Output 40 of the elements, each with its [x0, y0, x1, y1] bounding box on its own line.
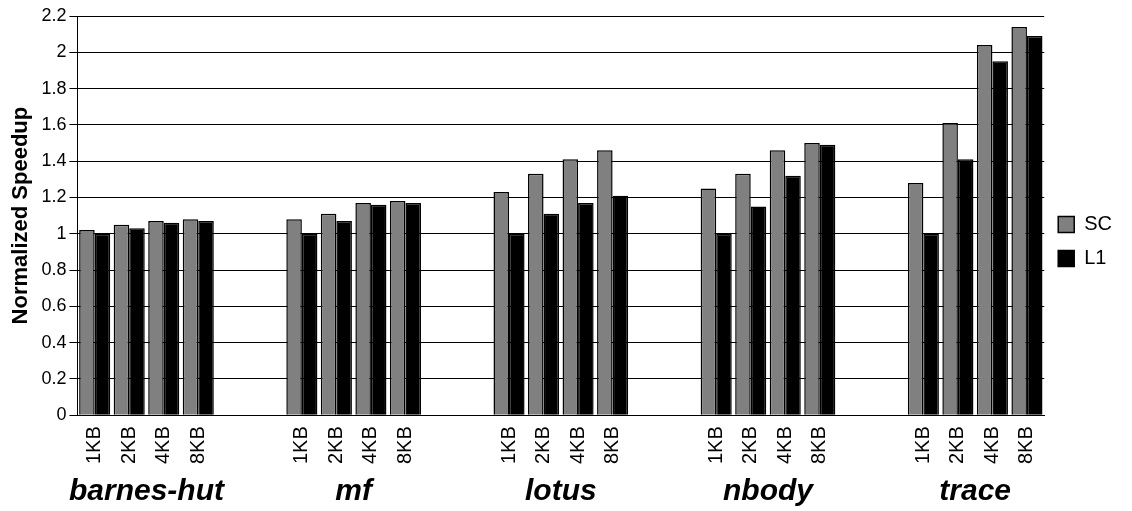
text: nbody [722, 473, 815, 507]
y-tick-label: 0.8 [41, 259, 67, 279]
y-tick-label: 1.6 [41, 113, 67, 134]
x-tick-label: 1KB [703, 426, 726, 465]
x-tick-label: 8KB [392, 426, 415, 465]
text: lotus [524, 473, 597, 507]
text: barnes-hut [68, 473, 226, 507]
x-tick-label: 1KB [496, 426, 519, 465]
y-tick-label: 1.4 [41, 150, 67, 171]
y-tick-label: 0 [56, 404, 67, 425]
x-tick-label: 8KB [807, 426, 830, 465]
y-tick-label: 2 [56, 41, 67, 62]
x-tick-label: 4KB [772, 426, 795, 465]
text: mf [335, 473, 375, 507]
x-tick-label: 8KB [1014, 426, 1037, 465]
y-tick-label: 2.2 [41, 4, 67, 25]
x-tick-label: 1KB [82, 426, 105, 465]
x-tick-label: 1KB [289, 426, 312, 465]
y-tick-label: 0.4 [41, 331, 67, 352]
x-tick-label: 2KB [116, 426, 139, 465]
y-tick-label: 0.2 [41, 367, 67, 388]
x-tick-label: 4KB [151, 426, 174, 465]
legend-label: L1 [1084, 246, 1107, 269]
y-axis-title: Normalized Speedup [7, 106, 33, 325]
x-tick-label: 4KB [358, 426, 381, 465]
x-tick-label: 2KB [738, 426, 761, 465]
x-tick-label: 8KB [600, 426, 623, 465]
x-tick-label: 2KB [945, 426, 968, 465]
y-tick-label: 1.2 [41, 186, 67, 207]
text: trace [939, 473, 1012, 507]
x-tick-label: 2KB [323, 426, 346, 465]
y-tick-label: 1 [56, 222, 67, 243]
x-tick-label: 2KB [531, 426, 554, 465]
x-tick-label: 8KB [185, 426, 208, 465]
x-tick-label: 4KB [565, 426, 588, 465]
x-tick-label: 4KB [979, 426, 1002, 465]
y-tick-label: 0.6 [41, 295, 67, 316]
y-tick-label: 1.8 [41, 77, 67, 98]
x-tick-label: 1KB [910, 426, 933, 465]
legend-label: SC [1084, 212, 1113, 235]
